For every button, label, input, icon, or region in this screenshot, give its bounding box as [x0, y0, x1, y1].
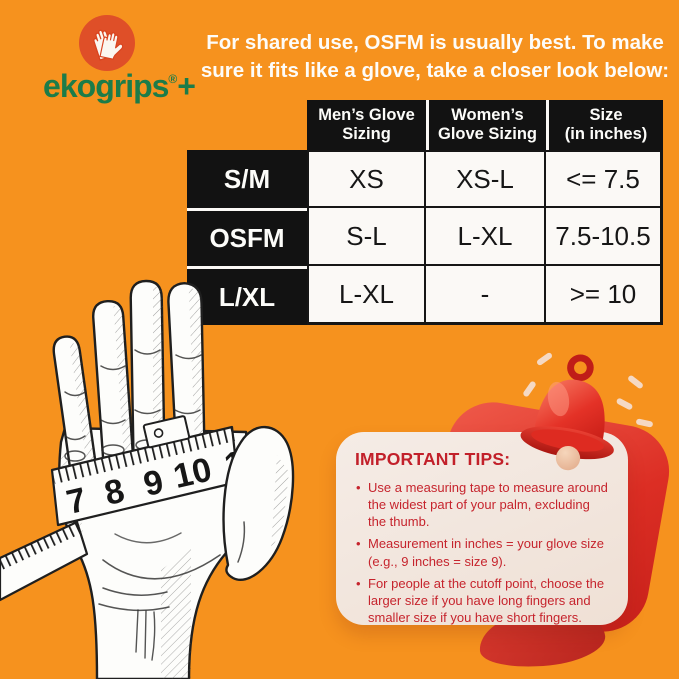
heading-line-2: sure it fits like a glove, take a closer…	[200, 59, 670, 83]
brand-wordmark: ekogrips®+	[30, 68, 208, 105]
notification-dash-icon	[635, 418, 654, 428]
column-header-womens: Women’s Glove Sizing	[426, 100, 546, 150]
brand-name: ekogrips	[43, 68, 169, 104]
brand-registered-mark: ®	[168, 72, 178, 86]
tips-item: Use a measuring tape to measure around t…	[355, 479, 611, 530]
column-header-mens: Men’s Glove Sizing	[307, 100, 426, 150]
row-label-lxl: L/XL	[187, 266, 307, 325]
table-cell: L-XL	[426, 208, 546, 266]
gloves-icon	[90, 25, 126, 62]
table-cell: <= 7.5	[546, 150, 663, 208]
table-cell: 7.5-10.5	[546, 208, 663, 266]
table-cell: XS-L	[426, 150, 546, 208]
tips-list: Use a measuring tape to measure around t…	[355, 479, 611, 626]
heading: For shared use, OSFM is usually best. To…	[198, 29, 672, 86]
row-label-osfm: OSFM	[187, 208, 307, 266]
table-cell: >= 10	[546, 266, 663, 325]
bell-icon	[520, 354, 614, 471]
tips-item: For people at the cutoff point, choose t…	[355, 575, 611, 626]
table-corner-cell	[187, 100, 307, 150]
tape-number: 10	[170, 451, 215, 497]
table-cell: S-L	[307, 208, 426, 266]
table-cell: XS	[307, 150, 426, 208]
row-label-sm: S/M	[187, 150, 307, 208]
column-header-size-inches: Size (in inches)	[546, 100, 663, 150]
tips-card: IMPORTANT TIPS: Use a measuring tape to …	[336, 432, 628, 625]
hand-measuring-tape-illustration: 7 8 9 10 1	[0, 279, 295, 679]
brand-plus: +	[177, 68, 196, 104]
table-cell: -	[426, 266, 546, 325]
brand-logo	[79, 15, 135, 71]
tips-title: IMPORTANT TIPS:	[355, 449, 511, 469]
heading-line-1: For shared use, OSFM is usually best. To…	[206, 31, 664, 54]
table-cell: L-XL	[307, 266, 426, 325]
tips-item: Measurement in inches = your glove size …	[355, 535, 611, 569]
size-table: Men’s Glove Sizing Women’s Glove Sizing …	[187, 100, 663, 325]
